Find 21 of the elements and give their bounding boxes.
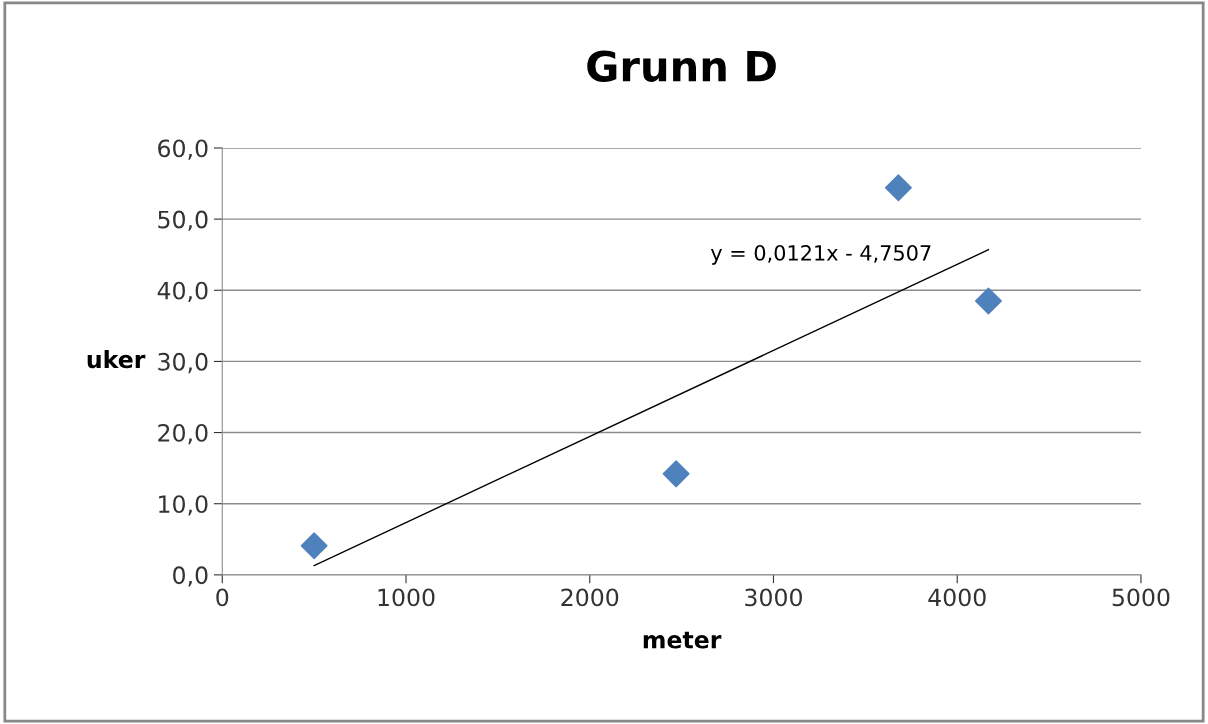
point xyxy=(300,532,328,560)
y-tick-label: 0,0 xyxy=(173,566,208,587)
y-tick-label: 30,0 xyxy=(158,352,208,374)
y-tick-label: 40,0 xyxy=(157,281,208,302)
chart-title: Grunn D xyxy=(587,50,776,82)
point xyxy=(974,287,1002,315)
annotation: y = 0,0121x - 4,7507 xyxy=(710,244,931,265)
x-axis-title: meter xyxy=(643,631,722,649)
y-tick-label: 50,0 xyxy=(158,210,208,231)
y-tick-label: 60,0 xyxy=(158,139,208,160)
x-tick-label: 1000 xyxy=(378,588,435,607)
x-tick-label: 0 xyxy=(216,588,229,607)
y-axis-title: uker xyxy=(87,350,146,369)
x-tick-label: 4000 xyxy=(928,588,986,607)
point xyxy=(884,174,912,202)
y-tick-label: 10,0 xyxy=(159,495,208,516)
point xyxy=(662,460,690,488)
x-tick-label: 3000 xyxy=(745,588,802,607)
x-tick-label: 2000 xyxy=(561,588,619,607)
x-tick-label: 5000 xyxy=(1112,588,1170,607)
y-tick-label: 20,0 xyxy=(158,424,208,445)
